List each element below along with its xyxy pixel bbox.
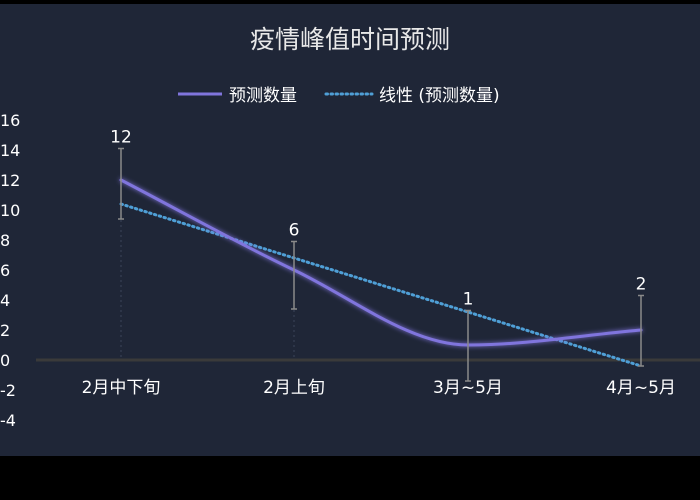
y-axis: -4 -2 0 2 4 6 8 10 12 14 16 bbox=[0, 111, 20, 430]
trendline bbox=[119, 202, 643, 368]
y-tick-label: 12 bbox=[0, 171, 20, 190]
y-tick-label: 8 bbox=[0, 231, 10, 250]
x-tick-label: 2月中下旬 bbox=[82, 378, 161, 398]
y-tick-label: 6 bbox=[0, 261, 10, 280]
y-tick-label: 2 bbox=[0, 321, 10, 340]
y-tick-label: 16 bbox=[0, 111, 20, 130]
x-tick-label: 3月~5月 bbox=[433, 378, 503, 398]
y-tick-label: 4 bbox=[0, 291, 10, 310]
y-tick-label: 0 bbox=[0, 351, 10, 370]
chart-title: 疫情峰值时间预测 bbox=[250, 25, 450, 54]
legend: 预测数量 线性 (预测数量) bbox=[178, 86, 500, 106]
data-label: 6 bbox=[289, 221, 300, 241]
y-tick-label: 10 bbox=[0, 201, 20, 220]
line-chart: 疫情峰值时间预测 预测数量 线性 (预测数量) -4-2024681012141… bbox=[0, 25, 700, 430]
y-tick-label: -2 bbox=[0, 381, 16, 400]
chart-area: 疫情峰值时间预测 预测数量 线性 (预测数量) -4 -2 0 2 4 6 8 10 12 14 1… bbox=[0, 4, 700, 456]
x-tick-label: 2月上旬 bbox=[263, 378, 325, 398]
legend-label-series-0: 预测数量 bbox=[229, 86, 297, 106]
y-tick-label: -4 bbox=[0, 411, 16, 430]
data-label: 2 bbox=[636, 275, 647, 295]
y-tick-label: 14 bbox=[0, 141, 20, 160]
data-label: 1 bbox=[463, 290, 474, 310]
drop-lines bbox=[120, 180, 642, 360]
series-group bbox=[119, 178, 643, 347]
series-line bbox=[119, 178, 643, 347]
x-tick-label: 4月~5月 bbox=[606, 378, 676, 398]
trendline-group bbox=[119, 202, 643, 368]
legend-label-series-1: 线性 (预测数量) bbox=[379, 86, 500, 106]
data-label: 12 bbox=[110, 128, 132, 148]
x-axis: 2月中下旬 2月上旬 3月~5月 4月~5月 bbox=[82, 378, 676, 398]
error-bars bbox=[118, 147, 644, 382]
